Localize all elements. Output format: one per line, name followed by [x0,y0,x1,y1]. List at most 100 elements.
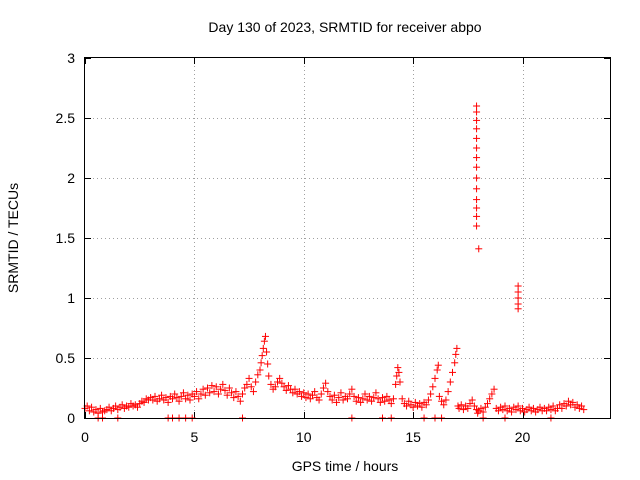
data-point [398,395,406,403]
data-point [302,394,310,402]
data-point [470,402,478,410]
data-point [372,389,380,397]
data-point [514,282,522,290]
data-point [444,388,452,396]
y-tick-label: 1 [67,290,75,306]
data-point [453,344,461,352]
data-point [359,395,367,403]
data-point [247,383,255,391]
data-point [455,404,463,412]
data-point [330,391,338,399]
x-tick-label: 20 [515,429,531,445]
data-point [217,385,225,393]
data-point [569,398,577,406]
data-point [468,396,476,404]
data-point [394,364,402,372]
data-point [354,394,362,402]
data-point [271,383,279,391]
data-point [276,374,284,382]
data-point [473,196,481,204]
data-point [184,391,192,399]
data-point [440,401,448,409]
data-point [243,380,251,388]
data-point [298,392,306,400]
data-point [457,401,465,409]
data-point [418,403,426,411]
data-point [280,383,288,391]
data-point [416,400,424,408]
data-point [422,401,430,409]
data-point [193,388,201,396]
data-point [112,402,120,410]
data-point [365,392,373,400]
data-point [212,383,220,391]
data-point [258,352,266,360]
data-point [265,372,273,380]
data-point [514,305,522,313]
data-point [434,361,442,369]
data-point [514,288,522,296]
data-point [429,383,437,391]
plot-frame [84,57,611,419]
data-point [431,374,439,382]
data-point [558,404,566,412]
data-point [438,397,446,405]
data-point [257,359,265,367]
data-point [252,378,260,386]
data-point [214,390,222,398]
data-point [514,294,522,302]
data-point [473,163,481,171]
data-point [221,386,229,394]
data-point [151,392,159,400]
data-point [564,397,572,405]
data-point [169,395,176,403]
data-point [289,389,297,397]
data-point [96,404,104,412]
data-point [199,385,207,393]
data-point [370,394,378,402]
data-point [446,378,454,386]
data-point [389,395,397,403]
data-point [580,406,588,414]
axis-tick-labels: 0 5 10 15 20 0 0.5 1 1.5 2 2.5 3 [56,50,531,445]
data-point [368,397,376,405]
data-point [88,403,96,411]
data-point [488,390,496,398]
data-point [466,400,474,408]
data-point [392,380,400,388]
data-point [311,388,319,396]
data-point [206,389,214,397]
data-point [525,403,533,411]
data-point [230,394,238,402]
data-point [228,389,236,397]
data-point [475,245,483,253]
data-point [433,366,441,374]
data-point [442,396,450,404]
data-point [92,406,100,414]
data-point [473,174,481,182]
data-point [578,402,586,410]
x-axis-label: GPS time / hours [292,458,399,474]
data-point [352,397,360,405]
data-point [319,384,327,392]
data-point [549,402,557,410]
data-point [409,403,417,411]
data-point [381,397,389,405]
data-point [335,394,343,402]
data-point [427,390,435,398]
data-point [278,379,286,387]
x-tick-label: 10 [296,429,312,445]
data-point [473,222,481,230]
data-point [219,380,227,388]
data-point [556,401,564,409]
data-point [263,348,271,356]
data-point [162,394,170,402]
data-point [186,396,194,404]
data-point [529,404,537,412]
data-point [473,185,481,193]
data-point [486,395,494,403]
data-points [81,102,588,422]
data-point [477,404,485,412]
data-point [435,392,443,400]
data-point [490,385,498,393]
